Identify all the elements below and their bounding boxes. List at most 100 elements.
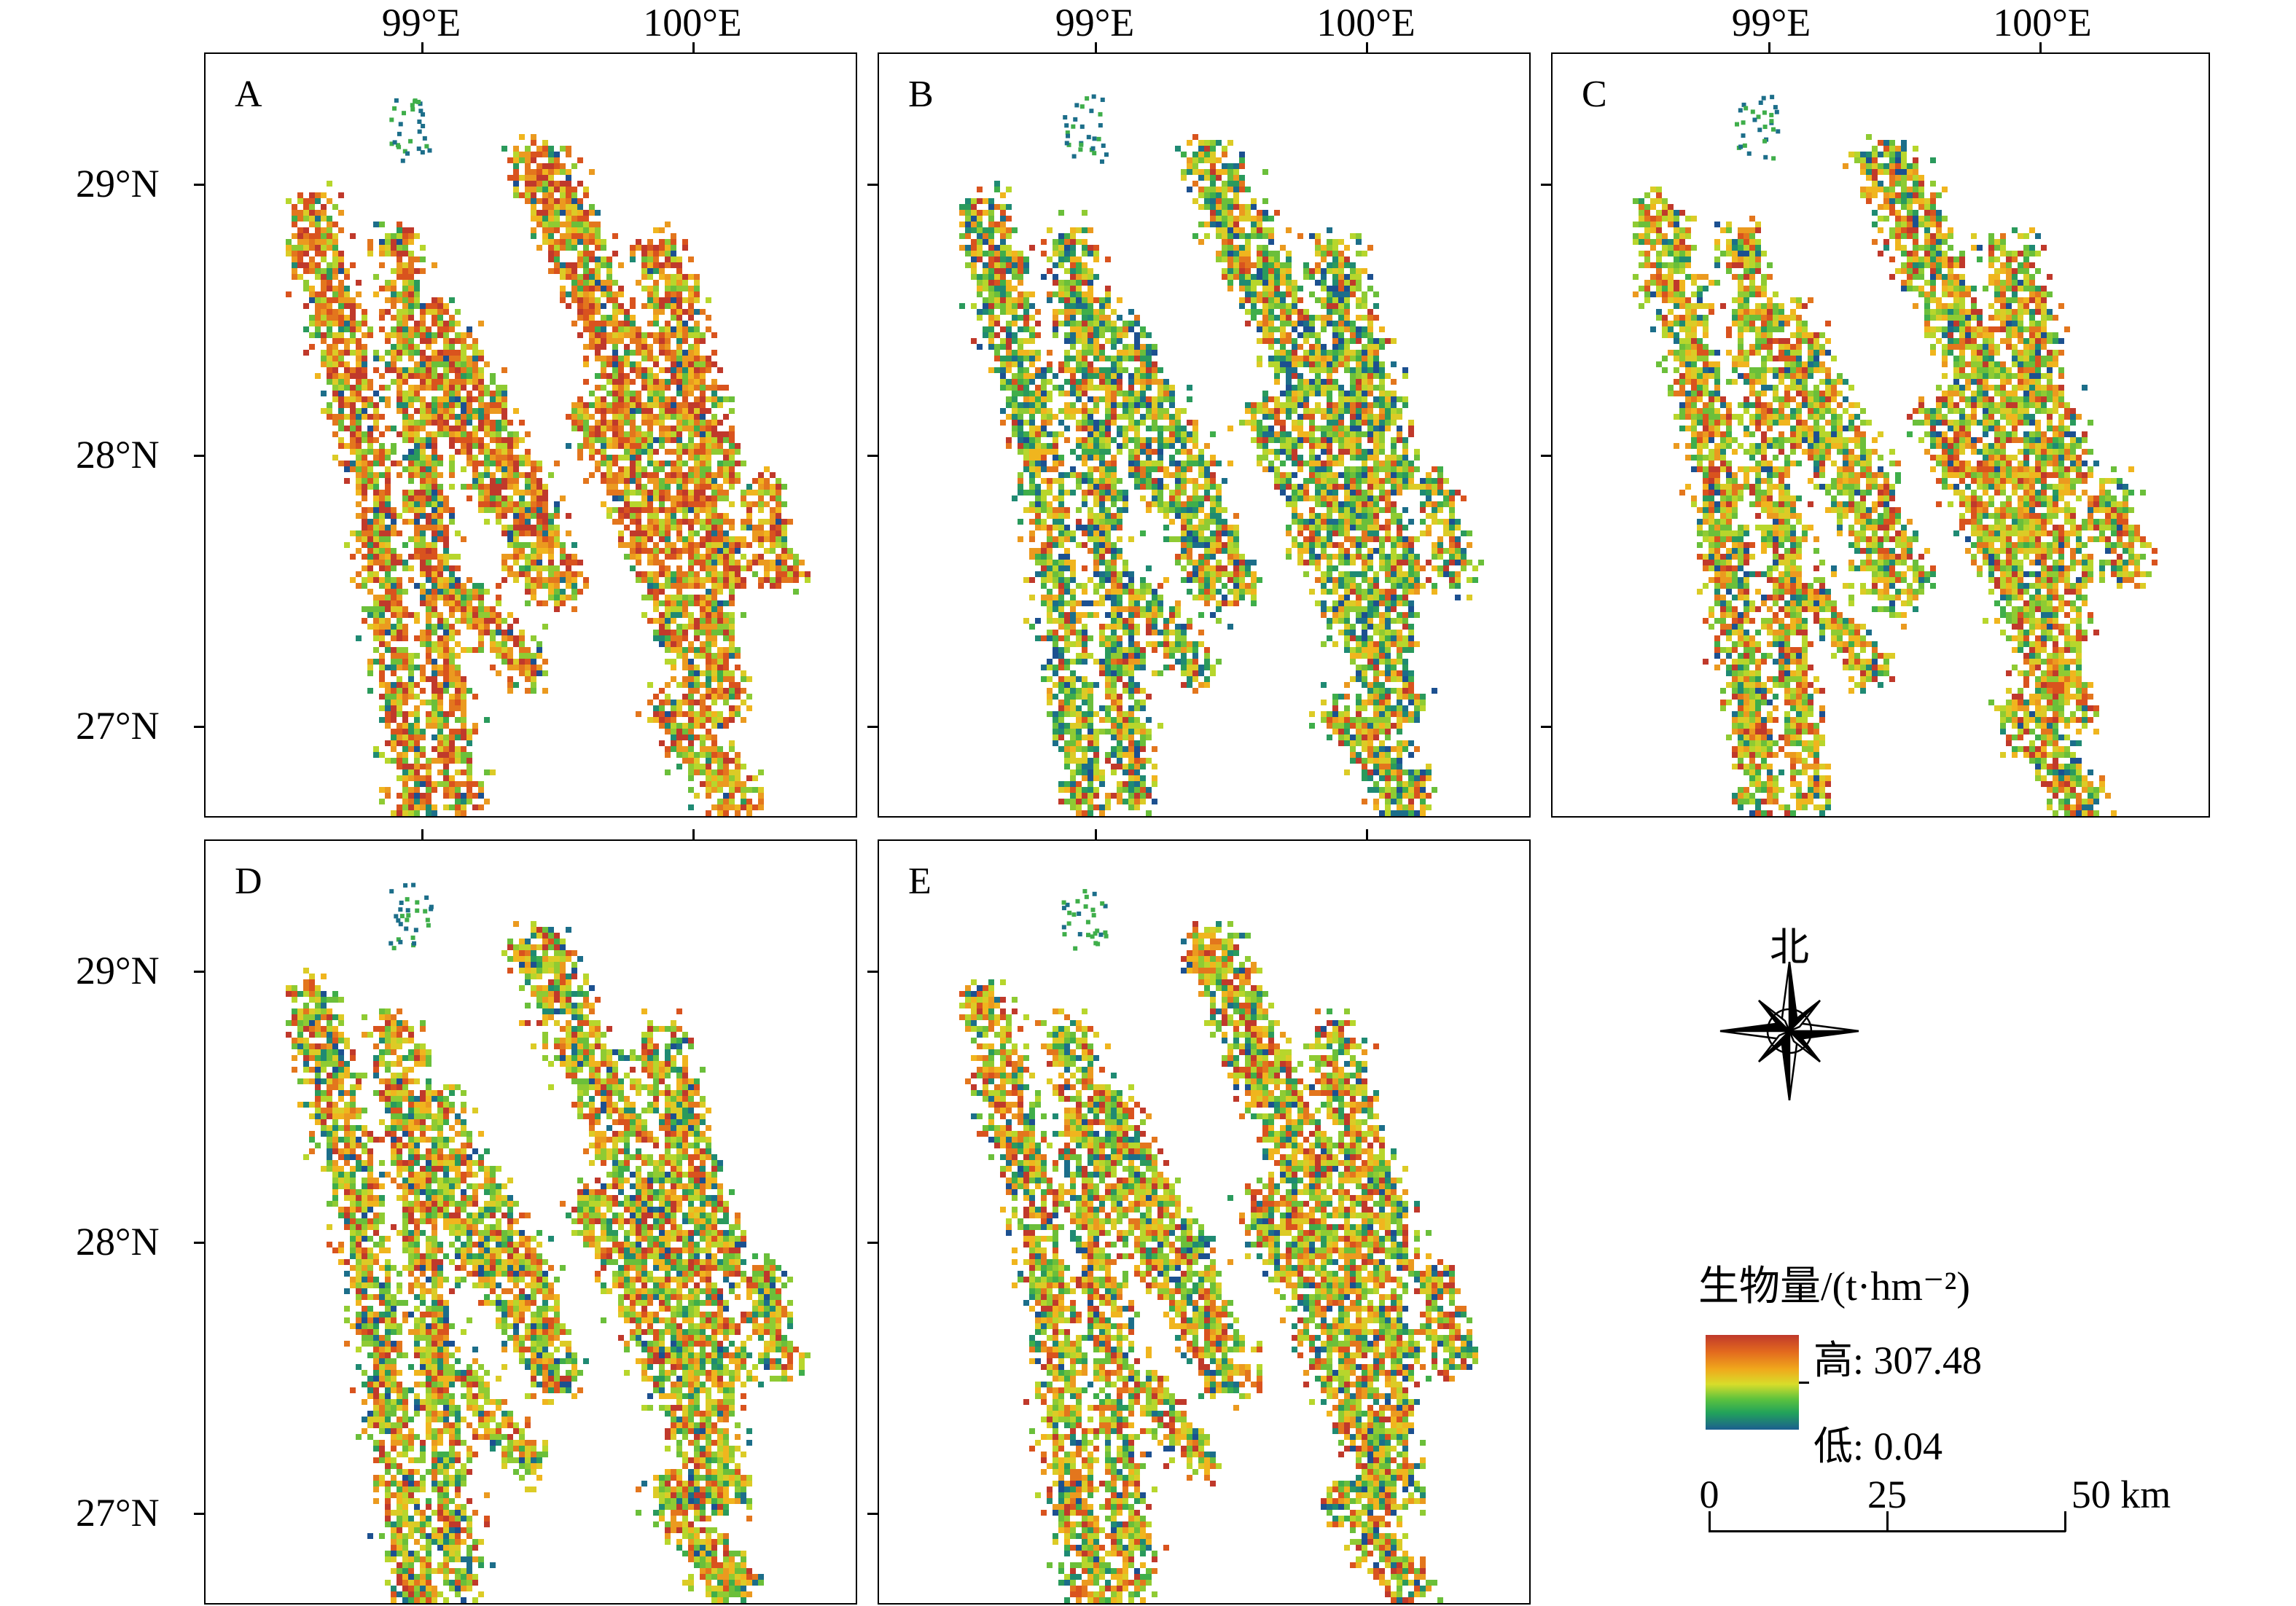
biomass-pixel	[496, 443, 501, 449]
biomass-pixel	[437, 665, 443, 670]
biomass-pixel	[1303, 391, 1309, 396]
biomass-pixel	[577, 222, 583, 227]
biomass-pixel	[1321, 268, 1327, 274]
biomass-pixel	[653, 396, 659, 402]
biomass-pixel	[455, 676, 461, 682]
biomass-pixel	[455, 781, 461, 787]
biomass-pixel	[379, 536, 385, 542]
biomass-pixel	[653, 717, 659, 723]
biomass-pixel	[1362, 379, 1367, 385]
biomass-pixel	[385, 787, 391, 793]
biomass-pixel	[507, 682, 513, 688]
biomass-pixel	[624, 321, 630, 326]
biomass-pixel	[1297, 356, 1303, 361]
biomass-pixel	[292, 274, 297, 280]
biomass-pixel	[659, 338, 665, 344]
biomass-pixel	[624, 391, 630, 396]
biomass-pixel	[466, 396, 472, 402]
biomass-pixel	[402, 565, 408, 571]
biomass-pixel	[478, 379, 484, 385]
biomass-pixel	[350, 402, 356, 408]
biomass-pixel	[367, 571, 373, 577]
biomass-pixel	[321, 356, 327, 361]
biomass-pixel	[414, 490, 420, 495]
biomass-pixel	[641, 612, 647, 618]
biomass-pixel	[688, 291, 694, 297]
biomass-pixel	[315, 315, 321, 321]
biomass-pixel	[1251, 303, 1257, 309]
biomass-pixel	[1257, 222, 1262, 227]
biomass-pixel	[624, 542, 630, 548]
biomass-pixel	[402, 507, 408, 513]
biomass-pixel	[647, 373, 653, 379]
biomass-pixel	[397, 758, 402, 764]
biomass-pixel	[700, 752, 706, 758]
biomass-pixel	[420, 350, 426, 356]
biomass-pixel	[1373, 402, 1379, 408]
biomass-pixel	[525, 152, 531, 157]
biomass-pixel	[472, 379, 478, 385]
biomass-pixel	[700, 461, 706, 466]
map-panel-a: A	[204, 52, 857, 818]
biomass-pixel	[647, 251, 653, 256]
biomass-pixel	[373, 426, 379, 431]
biomass-pixel	[525, 583, 531, 589]
biomass-pixel	[437, 519, 443, 525]
biomass-pixel	[420, 326, 426, 332]
biomass-pixel	[676, 338, 682, 344]
biomass-pixel	[665, 769, 671, 775]
biomass-pixel	[729, 396, 735, 402]
biomass-pixel	[367, 507, 373, 513]
biomass-pixel	[478, 495, 484, 501]
biomass-pixel	[1012, 256, 1018, 262]
biomass-pixel	[994, 286, 1000, 291]
biomass-pixel	[437, 495, 443, 501]
biomass-pixel	[1344, 262, 1350, 268]
biomass-pixel	[420, 665, 426, 670]
biomass-pixel	[1216, 198, 1222, 204]
biomass-pixel	[676, 321, 682, 326]
biomass-pixel	[717, 717, 723, 723]
biomass-pixel	[1053, 373, 1058, 379]
biomass-pixel	[1018, 303, 1023, 309]
biomass-pixel	[682, 571, 688, 577]
biomass-pixel	[618, 373, 624, 379]
biomass-pixel	[1134, 391, 1140, 396]
biomass-pixel	[560, 495, 566, 501]
biomass-pixel	[432, 297, 437, 303]
biomass-pixel	[1082, 321, 1088, 326]
biomass-pixel	[630, 361, 636, 367]
biomass-pixel	[700, 455, 706, 461]
biomass-pixel	[971, 204, 977, 210]
biomass-pixel	[1257, 408, 1262, 414]
biomass-pixel	[612, 478, 618, 484]
biomass-pixel	[630, 490, 636, 495]
biomass-pixel	[432, 443, 437, 449]
biomass-pixel	[1257, 227, 1262, 233]
biomass-pixel	[338, 420, 344, 426]
biomass-pixel	[315, 326, 321, 332]
biomass-pixel	[700, 583, 706, 589]
biomass-pixel	[1233, 233, 1239, 239]
biomass-pixel	[397, 402, 402, 408]
biomass-pixel	[531, 560, 536, 565]
biomass-pixel	[1088, 297, 1093, 303]
biomass-pixel	[1012, 286, 1018, 291]
biomass-pixel	[397, 665, 402, 670]
biomass-pixel	[356, 449, 362, 455]
biomass-pixel	[741, 461, 746, 466]
biomass-pixel	[548, 187, 554, 192]
biomass-pixel	[432, 484, 437, 490]
biomass-pixel	[676, 402, 682, 408]
biomass-pixel	[420, 595, 426, 600]
biomass-pixel	[735, 764, 741, 769]
biomass-pixel	[583, 262, 589, 268]
biomass-pixel	[1338, 344, 1344, 350]
biomass-pixel	[367, 437, 373, 443]
biomass-pixel	[971, 227, 977, 233]
biomass-pixel	[1082, 274, 1088, 280]
biomass-pixel	[315, 239, 321, 245]
biomass-pixel	[478, 635, 484, 641]
biomass-pixel	[449, 326, 455, 332]
biomass-pixel	[717, 612, 723, 618]
